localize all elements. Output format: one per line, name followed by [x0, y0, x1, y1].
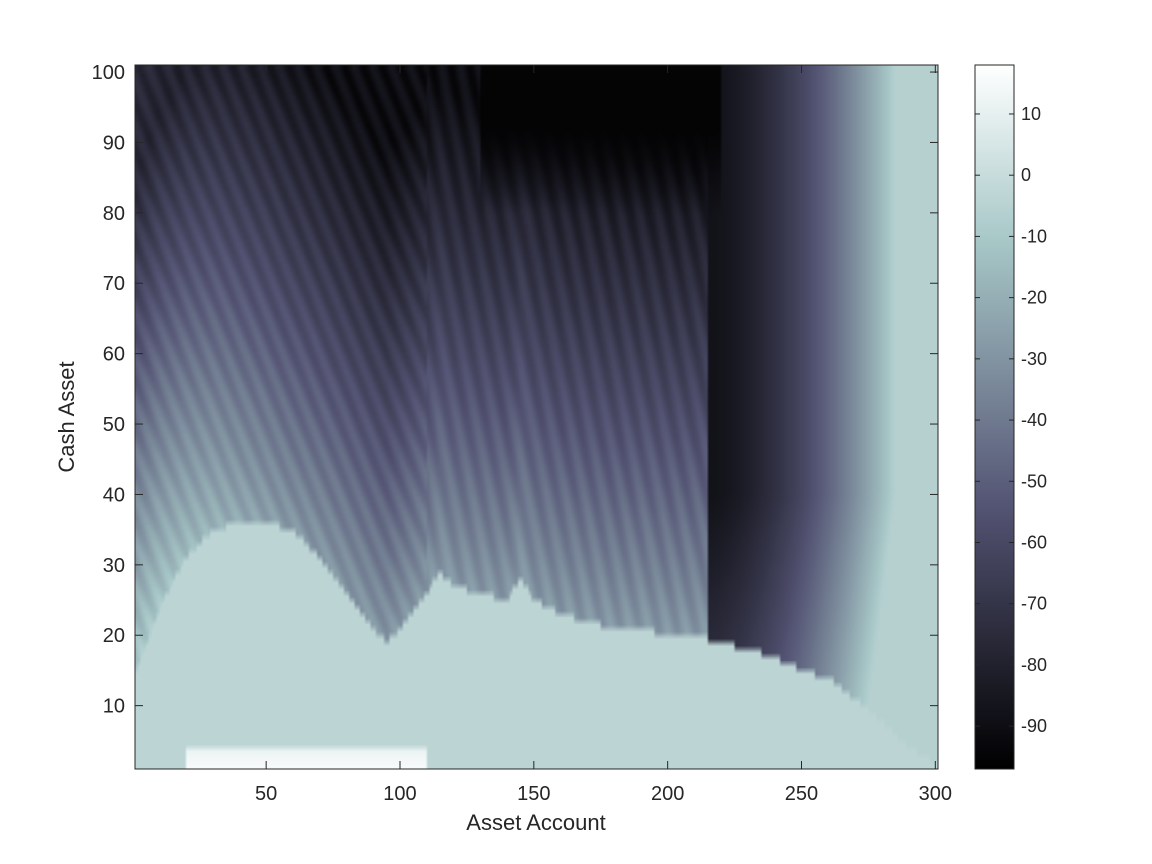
x-tick-label: 100 — [383, 783, 416, 805]
y-tick-label: 20 — [103, 625, 125, 647]
x-tick-label: 50 — [255, 783, 277, 805]
colorbar-gradient — [974, 64, 1015, 770]
x-axis-label: Asset Account — [466, 810, 605, 835]
colorbar-tick-label: -20 — [1021, 288, 1047, 308]
colorbar-tick-label: -70 — [1021, 594, 1047, 614]
x-tick-label: 250 — [785, 783, 818, 805]
y-tick-label: 70 — [103, 273, 125, 295]
y-axis-label: Cash Asset — [54, 361, 79, 472]
plot-area — [135, 65, 938, 769]
x-tick-label: 300 — [919, 783, 952, 805]
colorbar-tick-label: -30 — [1021, 349, 1047, 369]
colorbar-tick-label: -40 — [1021, 410, 1047, 430]
colorbar-tick-label: 10 — [1021, 104, 1041, 124]
y-tick-label: 80 — [103, 203, 125, 225]
colorbar-tick-label: -10 — [1021, 226, 1047, 246]
y-tick-label: 10 — [103, 696, 125, 718]
colorbar-tick-label: -60 — [1021, 532, 1047, 552]
y-tick-label: 90 — [103, 132, 125, 154]
y-tick-label: 40 — [103, 484, 125, 506]
colorbar-tick-label: 0 — [1021, 165, 1031, 185]
y-tick-label: 50 — [103, 414, 125, 436]
colorbar-tick-label: -50 — [1021, 471, 1047, 491]
heatmap-surface — [135, 65, 938, 769]
x-axis: 50 100 150 200 250 300 — [255, 65, 952, 805]
x-tick-label: 150 — [517, 783, 550, 805]
colorbar-tick-label: -90 — [1021, 716, 1047, 736]
colorbar-ticks: 10 0 -10 -20 -30 -40 -50 -60 -70 -80 -90 — [975, 104, 1047, 736]
y-tick-label: 60 — [103, 344, 125, 366]
x-tick-label: 200 — [651, 783, 684, 805]
plot-frame — [134, 64, 939, 770]
y-tick-label: 100 — [92, 62, 125, 84]
colorbar-tick-label: -80 — [1021, 655, 1047, 675]
colorbar: 10 0 -10 -20 -30 -40 -50 -60 -70 -80 -90 — [974, 64, 1047, 770]
y-tick-label: 30 — [103, 555, 125, 577]
y-axis: 10 20 30 40 50 60 70 80 90 100 — [92, 62, 938, 718]
